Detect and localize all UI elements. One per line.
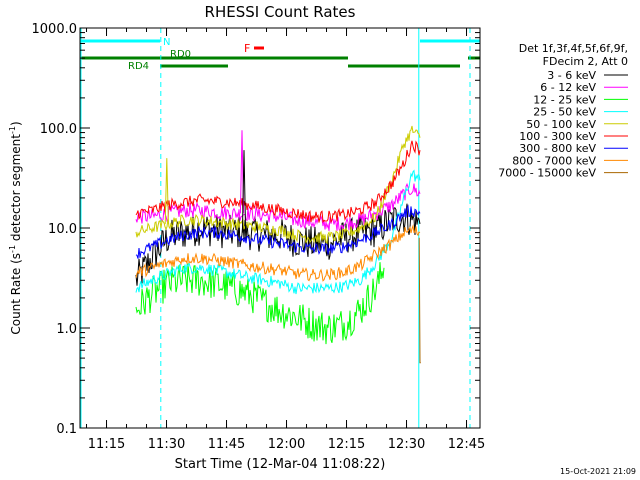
time-markers	[80, 28, 471, 428]
series-spike	[164, 158, 169, 225]
legend-entry: 300 - 800 keV	[519, 142, 596, 155]
y-axis-label-exp: -1	[8, 126, 17, 134]
legend-entry: 25 - 50 keV	[533, 106, 596, 119]
legend-header: FDecim 2, Att 0	[543, 55, 628, 68]
y-axis-label-exp: -1	[8, 245, 17, 253]
series-line	[135, 169, 421, 295]
x-axis-label: Start Time (12-Mar-04 11:08:22)	[175, 457, 386, 472]
x-tick-label: 12:15	[328, 437, 365, 452]
legend-entry: 6 - 12 keV	[540, 81, 596, 94]
state-label-f: F	[244, 42, 250, 55]
y-tick-label: 100.0	[40, 122, 77, 137]
series-line	[418, 237, 421, 364]
y-tick-label: 0.1	[56, 422, 77, 437]
y-tick-label: 1000.0	[32, 22, 78, 37]
legend-entry: 7000 - 15000 keV	[498, 167, 596, 180]
axes: 11:15 11:30 11:45 12:00 12:15 12:30 12:45 0.1 1.…	[32, 22, 486, 452]
series-line	[135, 224, 421, 282]
legend-entry: 3 - 6 keV	[547, 69, 596, 82]
series-line	[135, 125, 421, 245]
y-tick-label: 10.0	[48, 222, 77, 237]
series-line	[135, 140, 421, 224]
timestamp: 15-Oct-2021 21:09	[560, 467, 636, 476]
x-tick-label: 11:45	[208, 437, 245, 452]
legend-entry: 100 - 300 keV	[519, 130, 596, 143]
legend: Det 1f,3f,4f,5f,6f,9f, FDecim 2, Att 0 3…	[498, 42, 628, 180]
state-label-n: N	[163, 37, 170, 48]
series-line	[135, 262, 385, 345]
x-tick-label: 12:00	[268, 437, 305, 452]
plot-frame	[79, 27, 481, 429]
state-label-rd0: RD0	[170, 49, 191, 60]
y-tick-label: 1.0	[56, 322, 77, 337]
y-axis-label: Count Rate (s-1 detector segment-1)	[8, 121, 23, 334]
series-line	[135, 182, 421, 234]
legend-entry: 12 - 25 keV	[533, 93, 596, 106]
state-label-rd4: RD4	[128, 61, 149, 72]
x-tick-label: 11:15	[88, 437, 125, 452]
chart-title: RHESSI Count Rates	[205, 3, 356, 21]
y-axis-label-part: detector segment	[9, 134, 23, 245]
legend-entry: 50 - 100 keV	[526, 118, 596, 131]
x-tick-label: 12:45	[448, 437, 485, 452]
x-tick-label: 12:30	[388, 437, 425, 452]
y-axis-label-part: )	[9, 121, 23, 126]
series-layer	[135, 125, 421, 364]
legend-header: Det 1f,3f,4f,5f,6f,9f,	[519, 42, 628, 55]
y-axis-label-part: Count Rate (s	[9, 253, 23, 335]
legend-entry: 800 - 7000 keV	[512, 154, 596, 167]
series-spike	[241, 150, 247, 233]
series-line	[135, 204, 421, 259]
x-tick-label: 11:30	[148, 437, 185, 452]
